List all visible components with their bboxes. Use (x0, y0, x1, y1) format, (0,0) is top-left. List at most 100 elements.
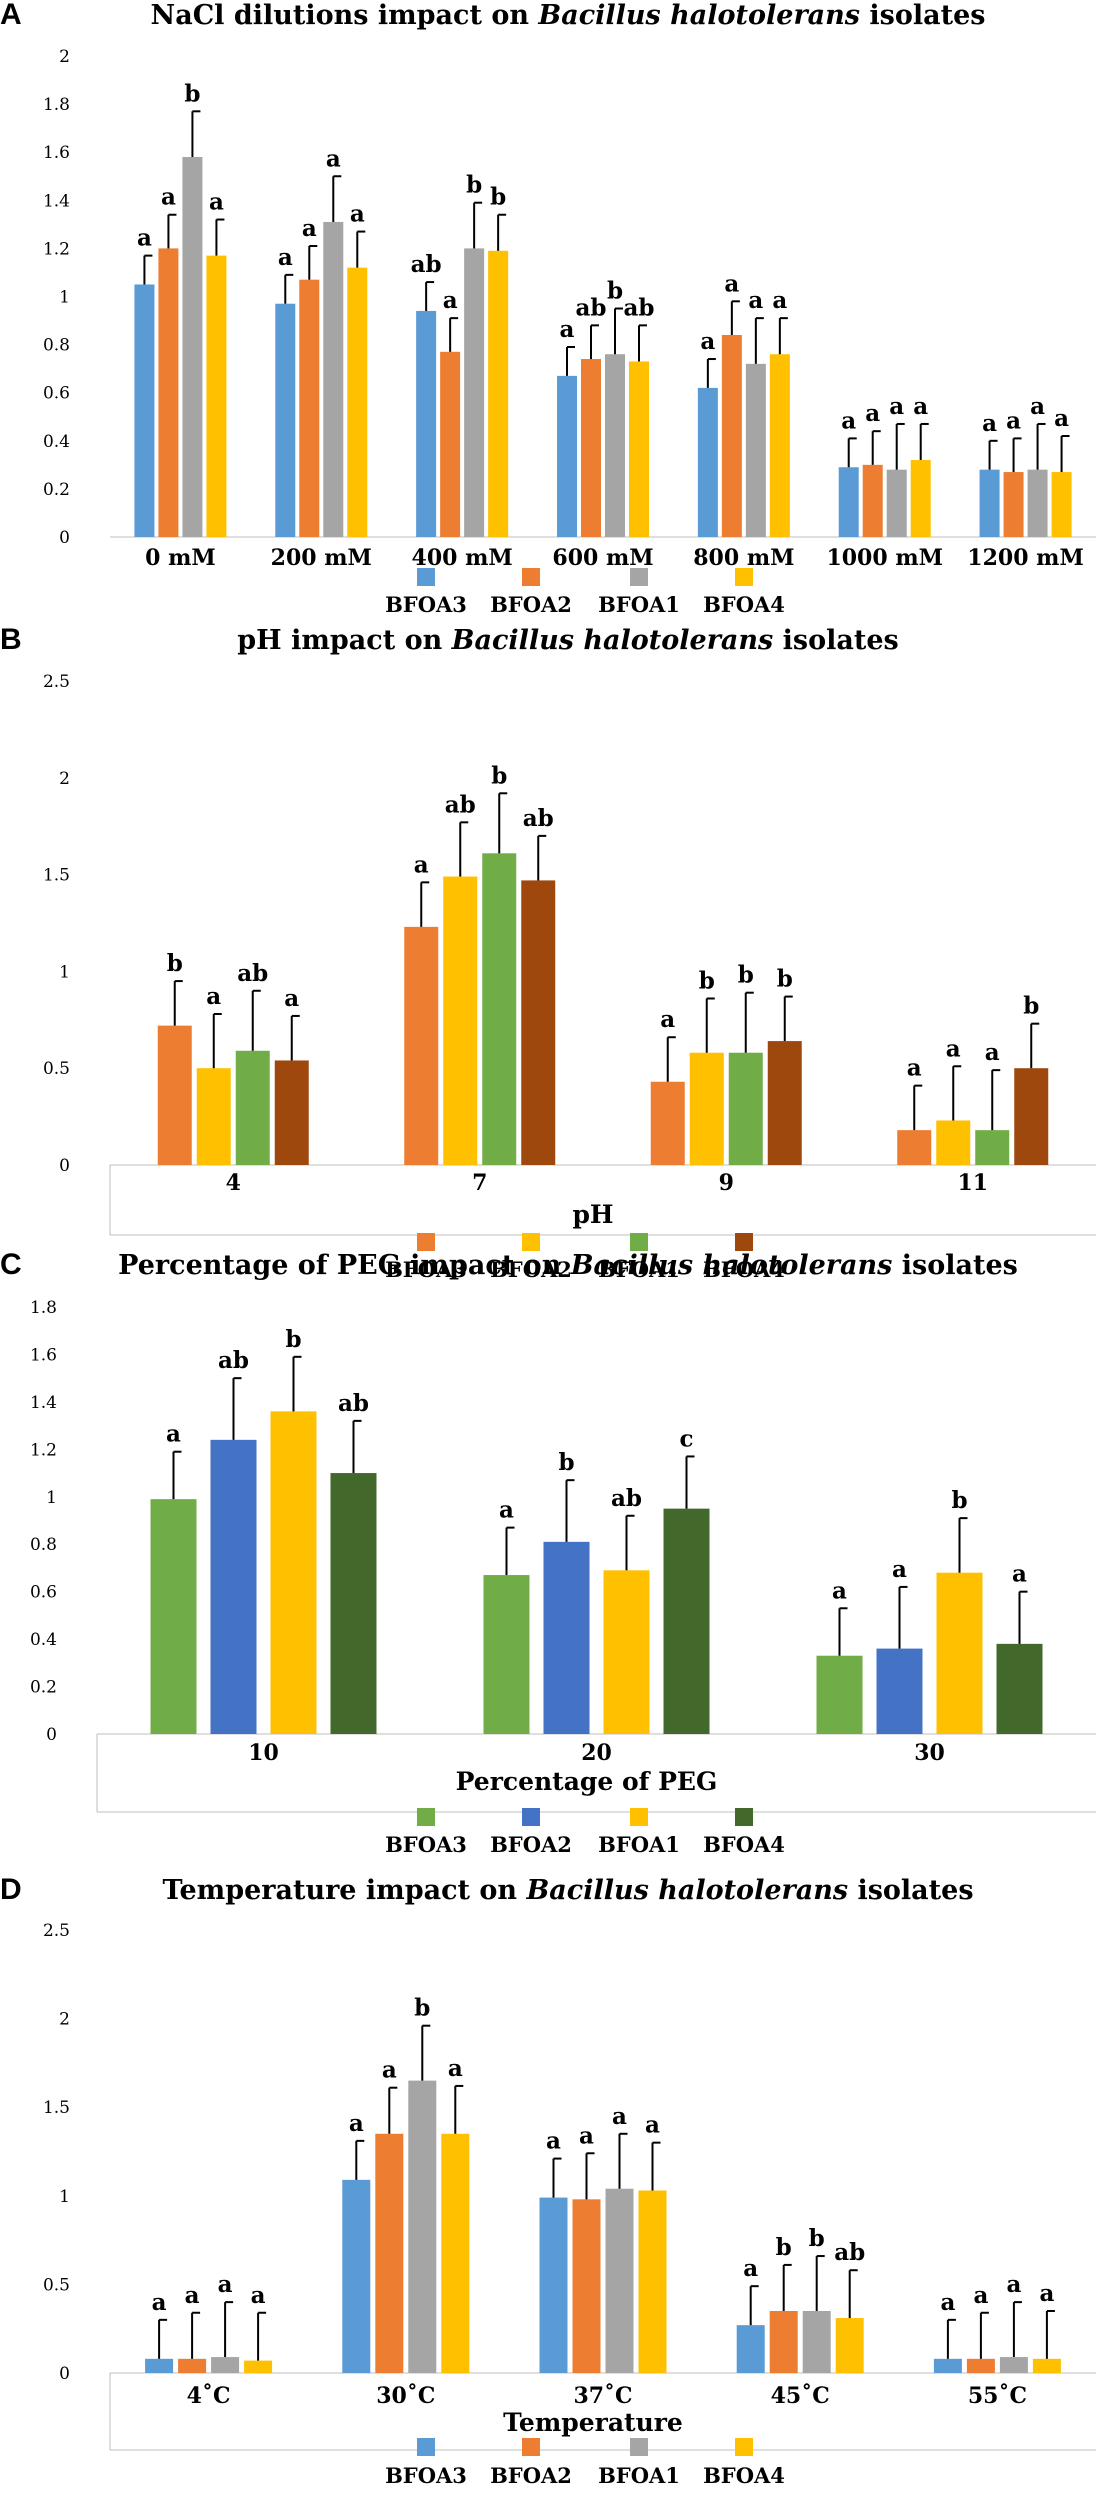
significance-label: a (832, 1577, 847, 1604)
y-tick-label: 2 (59, 2010, 70, 2030)
significance-label: a (185, 2282, 200, 2309)
y-tick-label: 0.6 (30, 1583, 57, 1603)
y-tick-label: 2.5 (43, 1921, 70, 1941)
y-tick-label: 0.5 (43, 2275, 70, 2295)
significance-label: a (743, 2255, 758, 2282)
bar (999, 2357, 1028, 2373)
bar (464, 248, 485, 537)
bar (581, 359, 601, 537)
x-axis-title: pH (572, 1200, 613, 1229)
significance-label: ab (611, 1485, 642, 1512)
bar (816, 1655, 863, 1734)
legend-swatch (522, 1233, 540, 1251)
significance-label: a (748, 287, 763, 314)
title-suffix: isolates (860, 0, 986, 31)
title-suffix: isolates (773, 625, 899, 656)
legend-swatch (522, 1808, 540, 1826)
significance-label: b (285, 1326, 301, 1353)
legend-label: BFOA2 (490, 2463, 572, 2488)
bar (862, 464, 883, 537)
legend-label: BFOA2 (490, 592, 572, 617)
bar (966, 2358, 995, 2373)
panel-title: Temperature impact on Bacillus halotoler… (40, 1875, 1096, 1906)
legend-label: BFOA3 (385, 1257, 467, 1282)
bar-chart: 00.20.40.60.811.21.41.61.8aabbab10ababc2… (30, 1298, 1096, 1857)
legend-swatch (417, 2438, 435, 2456)
significance-label: a (414, 851, 429, 878)
y-tick-label: 0 (59, 528, 70, 548)
bar (244, 2360, 273, 2373)
bar (1014, 1068, 1049, 1165)
category-label: 4 (226, 1170, 241, 1196)
bar (210, 1439, 257, 1734)
significance-label: a (218, 2271, 233, 2298)
category-label: 30˚C (376, 2383, 435, 2409)
bar (521, 880, 556, 1165)
significance-label: a (209, 189, 224, 216)
significance-label: a (326, 145, 341, 172)
y-tick-label: 2.5 (43, 672, 70, 692)
significance-label: a (302, 215, 317, 242)
title-prefix: pH impact on (237, 625, 452, 656)
significance-label: b (167, 950, 183, 977)
significance-label: b (738, 962, 754, 989)
bar (274, 1060, 309, 1165)
significance-label: ab (834, 2239, 865, 2266)
bar (650, 1081, 685, 1165)
bar (572, 2199, 601, 2373)
title-species: Bacillus halotolerans (538, 0, 861, 31)
bar (275, 303, 296, 537)
significance-label: b (184, 80, 200, 107)
significance-label: a (865, 400, 880, 427)
y-tick-label: 1.4 (43, 191, 70, 211)
significance-label: a (499, 1497, 514, 1524)
category-label: 1000 mM (826, 545, 943, 571)
y-tick-label: 0.4 (30, 1630, 57, 1650)
y-tick-label: 1 (59, 2187, 70, 2207)
y-tick-label: 2 (59, 769, 70, 789)
significance-label: a (973, 2282, 988, 2309)
bar (910, 460, 931, 537)
title-species: Bacillus halotolerans (451, 625, 774, 656)
legend-label: BFOA3 (385, 592, 467, 617)
title-prefix: NaCl dilutions impact on (150, 0, 539, 31)
y-tick-label: 1.4 (30, 1393, 57, 1413)
y-tick-label: 0.8 (43, 336, 70, 356)
significance-label: a (137, 225, 152, 252)
legend-label: BFOA3 (385, 1832, 467, 1857)
significance-label: b (1023, 993, 1039, 1020)
y-tick-label: 0.2 (30, 1678, 57, 1698)
title-species: Bacillus halotolerans (526, 1875, 849, 1906)
bar (178, 2358, 207, 2373)
bar (323, 221, 344, 537)
panel-c: C Percentage of PEG impact on Bacillus h… (0, 1248, 1096, 1875)
significance-label: a (724, 270, 739, 297)
bar (441, 2133, 470, 2373)
legend-swatch (735, 2438, 753, 2456)
bar (605, 2188, 634, 2373)
legend-label: BFOA3 (385, 2463, 467, 2488)
bar (767, 1041, 802, 1165)
bar (979, 469, 1000, 537)
panel-title: pH impact on Bacillus halotolerans isola… (40, 625, 1096, 656)
significance-label: b (607, 278, 623, 305)
significance-label: a (152, 2289, 167, 2316)
significance-label: a (161, 184, 176, 211)
significance-label: a (1054, 405, 1069, 432)
significance-label: a (940, 2289, 955, 2316)
category-label: 4˚C (187, 2383, 231, 2409)
bar (605, 354, 625, 537)
legend-swatch (630, 1233, 648, 1251)
category-label: 0 mM (145, 545, 216, 571)
bar (745, 363, 766, 537)
significance-label: a (892, 1556, 907, 1583)
legend-swatch (630, 2438, 648, 2456)
category-label: 45˚C (771, 2383, 830, 2409)
significance-label: a (278, 244, 293, 271)
panel-d: D Temperature impact on Bacillus halotol… (0, 1873, 1096, 2500)
bar (157, 1025, 192, 1165)
bar (933, 2358, 962, 2373)
significance-label: a (560, 316, 575, 343)
